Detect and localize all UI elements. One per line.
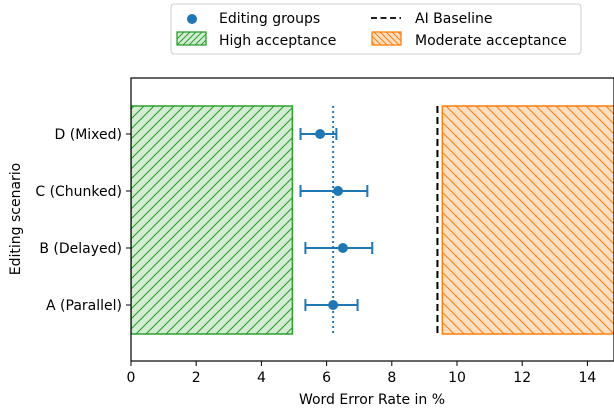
- x-tick-label: 6: [322, 370, 331, 386]
- x-tick-label: 8: [387, 370, 396, 386]
- legend-swatch-moderate-acceptance: [371, 31, 402, 46]
- x-tick-label: 12: [513, 370, 531, 386]
- data-point: [328, 300, 339, 310]
- x-axis: 0 2 4 6 8 10 12 14: [127, 361, 596, 386]
- y-tick-label: B (Delayed): [39, 241, 122, 257]
- data-point: [333, 186, 344, 196]
- y-tick-label: C (Chunked): [35, 184, 122, 200]
- x-tick-label: 14: [578, 370, 596, 386]
- legend: Editing groups AI Baseline High acceptan…: [170, 3, 582, 55]
- editing-groups-series: [299, 128, 374, 311]
- y-tick-label: A (Parallel): [46, 298, 122, 314]
- legend-label-moderate-acceptance: Moderate acceptance: [415, 33, 567, 49]
- data-point: [337, 243, 348, 253]
- legend-label-high-acceptance: High acceptance: [219, 33, 336, 49]
- x-tick-label: 0: [127, 370, 136, 386]
- region-moderate-acceptance: [441, 105, 614, 335]
- legend-label-ai-baseline: AI Baseline: [415, 11, 493, 27]
- y-axis-label: Editing scenario: [8, 163, 24, 275]
- legend-marker-editing-groups: [187, 14, 197, 24]
- x-tick-label: 4: [257, 370, 266, 386]
- x-tick-label: 10: [448, 370, 466, 386]
- data-point: [315, 129, 326, 139]
- region-high-acceptance: [131, 105, 294, 335]
- y-axis: A (Parallel) B (Delayed) C (Chunked) D (Mix…: [35, 127, 131, 314]
- plot-frame: [130, 77, 614, 362]
- x-tick-label: 2: [192, 370, 201, 386]
- x-axis-label: Word Error Rate in %: [299, 392, 445, 408]
- legend-swatch-high-acceptance: [176, 31, 207, 46]
- y-tick-label: D (Mixed): [55, 127, 122, 143]
- legend-frame: [170, 3, 582, 55]
- legend-label-editing-groups: Editing groups: [219, 11, 320, 27]
